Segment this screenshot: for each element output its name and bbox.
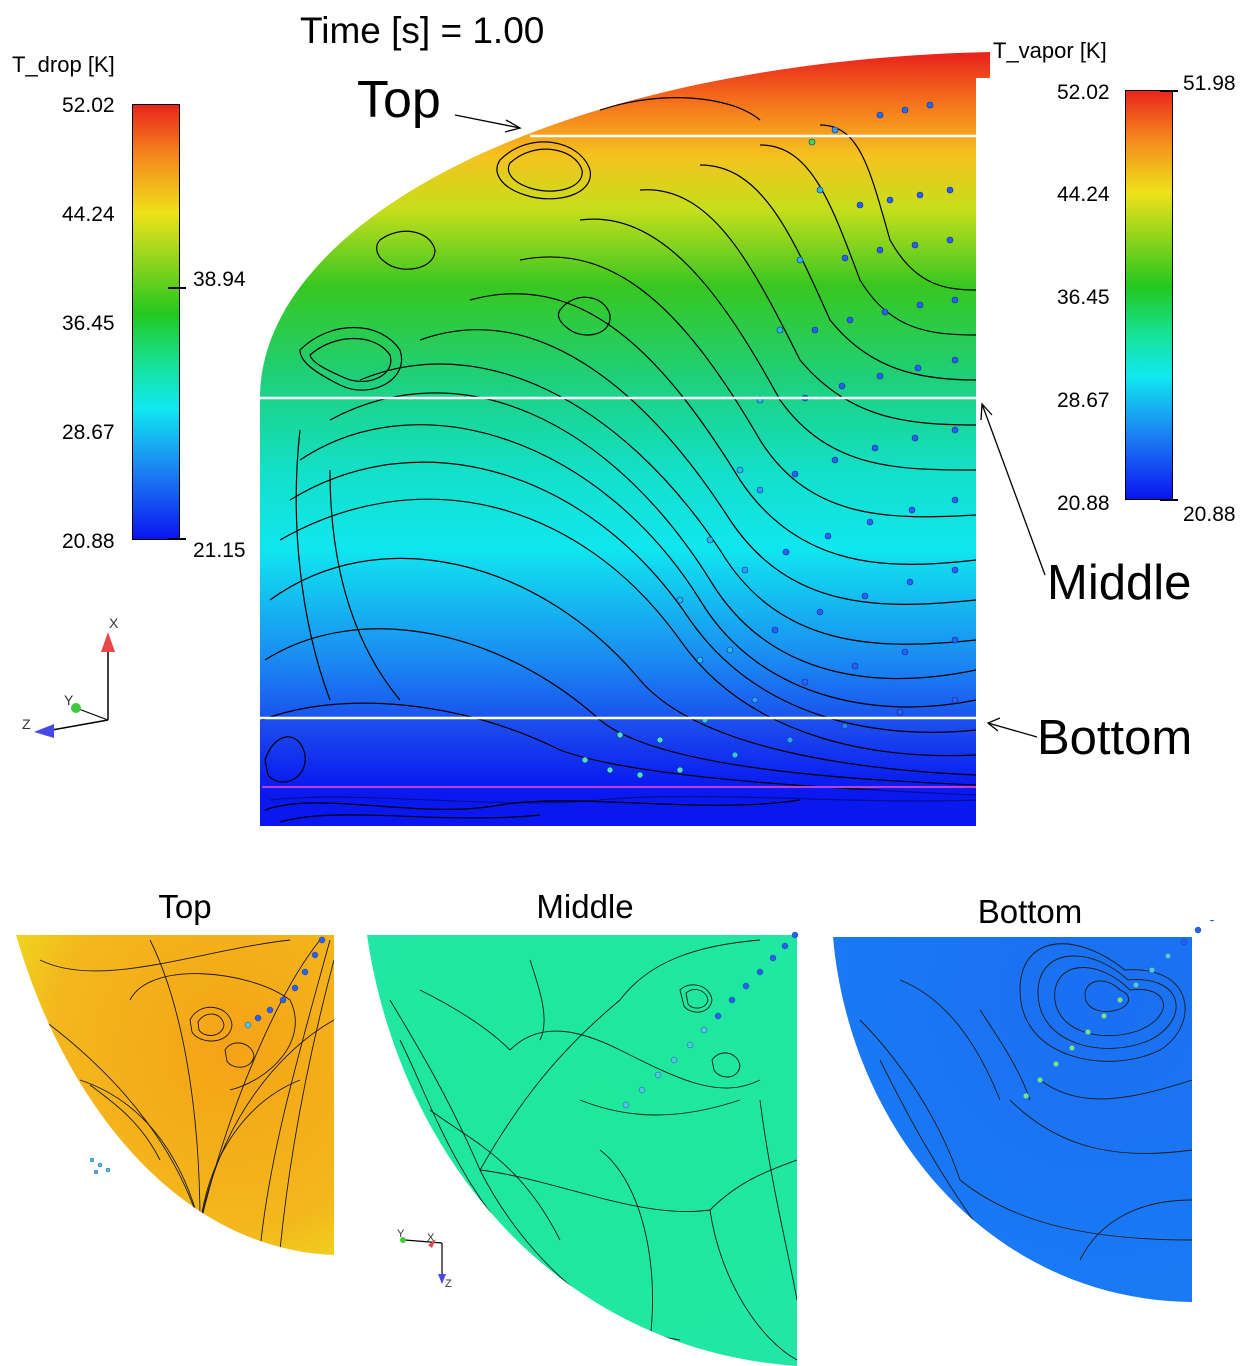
slice-triad-x-label: X <box>427 1232 435 1244</box>
t-drop-tick-4: 28.67 <box>62 421 115 444</box>
t-vapor-marker-upper-line <box>1160 90 1178 92</box>
t-drop-marker-lower: 21.15 <box>193 539 246 562</box>
t-drop-marker-upper: 38.94 <box>193 268 246 291</box>
slice-bottom-droplets <box>1022 920 1215 1100</box>
time-label: Time [s] = 1.00 <box>300 10 545 51</box>
main-triad-z-label: Z <box>22 716 31 732</box>
slice-axis-triad <box>400 1237 446 1284</box>
slice-panels <box>16 920 1215 1366</box>
t-drop-tick-5: 20.88 <box>62 530 115 553</box>
t-drop-colorbar <box>132 104 180 540</box>
slice-middle-title: Middle <box>536 888 634 925</box>
slice-middle-droplets <box>622 931 799 1109</box>
t-drop-tick-2: 44.24 <box>62 203 115 226</box>
droplets <box>581 101 959 779</box>
t-vapor-marker-lower-line <box>1160 499 1178 501</box>
callout-top: Top <box>357 71 441 129</box>
slice-bottom <box>833 937 1192 1302</box>
vessel-section <box>260 52 990 826</box>
slice-top-title: Top <box>158 888 212 925</box>
t-vapor-tick-4: 28.67 <box>1057 389 1110 412</box>
t-drop-marker-upper-line <box>168 287 186 289</box>
slice-triad-y-label: Y <box>397 1228 405 1240</box>
t-vapor-colorbar <box>1125 90 1173 500</box>
t-vapor-tick-2: 44.24 <box>1057 183 1110 206</box>
slice-top-droplets <box>89 936 326 1175</box>
slice-top <box>16 935 334 1255</box>
main-triad-y-label: Y <box>64 692 74 708</box>
main-axis-triad <box>34 632 115 738</box>
t-vapor-tick-1: 52.02 <box>1057 81 1110 104</box>
t-vapor-marker-lower: 20.88 <box>1183 503 1236 526</box>
t-vapor-tick-3: 36.45 <box>1057 286 1110 309</box>
t-vapor-legend-title: T_vapor [K] <box>993 38 1107 63</box>
t-drop-tick-3: 36.45 <box>62 312 115 335</box>
slice-bottom-title: Bottom <box>977 893 1083 930</box>
main-triad-x-label: X <box>109 615 119 631</box>
t-drop-legend-title: T_drop [K] <box>12 52 115 77</box>
callout-arrows <box>454 114 1046 738</box>
main-section-view <box>34 52 1046 826</box>
t-drop-marker-lower-line <box>168 538 186 540</box>
t-vapor-marker-upper: 51.98 <box>1183 72 1236 95</box>
t-vapor-tick-5: 20.88 <box>1057 492 1110 515</box>
callout-middle: Middle <box>1047 556 1192 610</box>
slice-triad-z-label: Z <box>445 1278 452 1290</box>
callout-bottom: Bottom <box>1037 711 1193 765</box>
t-drop-tick-1: 52.02 <box>62 94 115 117</box>
